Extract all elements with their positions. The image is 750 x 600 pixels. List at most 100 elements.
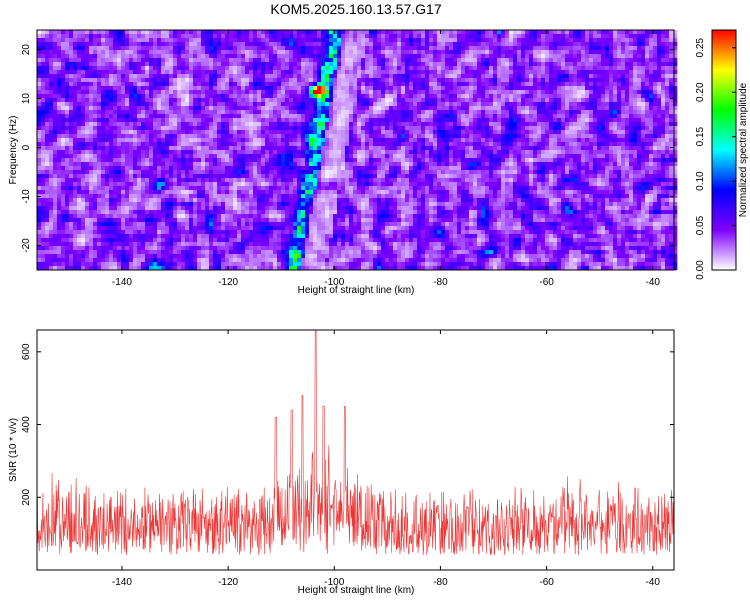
heatmap-cell xyxy=(513,30,518,35)
heatmap-cell xyxy=(253,42,258,47)
heatmap-cell xyxy=(473,94,478,99)
heatmap-cell xyxy=(117,134,122,139)
heatmap-cell xyxy=(213,150,218,155)
heatmap-cell xyxy=(629,102,634,107)
heatmap-cell xyxy=(89,138,94,143)
heatmap-cell xyxy=(233,66,238,71)
heatmap-cell xyxy=(189,74,194,79)
heatmap-cell xyxy=(617,34,622,39)
heatmap-cell xyxy=(453,94,458,99)
heatmap-cell xyxy=(581,78,586,83)
heatmap-cell xyxy=(253,98,258,103)
heatmap-cell xyxy=(513,118,518,123)
heatmap-cell xyxy=(241,66,246,71)
heatmap-cell xyxy=(349,94,354,99)
heatmap-cell xyxy=(325,30,330,35)
heatmap-cell xyxy=(517,134,522,139)
heatmap-cell xyxy=(517,70,522,75)
heatmap-cell xyxy=(153,62,158,67)
heatmap-cell xyxy=(381,150,386,155)
heatmap-cell xyxy=(213,74,218,79)
heatmap-cell xyxy=(433,126,438,131)
heatmap-cell xyxy=(205,78,210,83)
heatmap-cell xyxy=(513,130,518,135)
heatmap-cell xyxy=(45,46,50,51)
heatmap-cell xyxy=(297,138,302,143)
heatmap-cell xyxy=(553,150,558,155)
heatmap-cell xyxy=(37,86,42,91)
heatmap-cell xyxy=(465,50,470,55)
heatmap-cell xyxy=(37,54,42,59)
heatmap-cell xyxy=(409,46,414,51)
heatmap-cell xyxy=(477,90,482,95)
heatmap-cell xyxy=(493,114,498,119)
heatmap-cell xyxy=(357,78,362,83)
heatmap-cell xyxy=(109,142,114,147)
heatmap-cell xyxy=(265,54,270,59)
heatmap-cell xyxy=(105,130,110,135)
heatmap-cell xyxy=(349,130,354,135)
heatmap-cell xyxy=(85,82,90,87)
heatmap-cell xyxy=(189,38,194,43)
heatmap-cell xyxy=(353,30,358,35)
heatmap-cell xyxy=(557,134,562,139)
heatmap-cell xyxy=(133,118,138,123)
heatmap-cell xyxy=(245,142,250,147)
heatmap-cell xyxy=(641,50,646,55)
heatmap-cell xyxy=(537,118,542,123)
heatmap-cell xyxy=(381,130,386,135)
heatmap-cell xyxy=(453,122,458,127)
heatmap-cell xyxy=(225,114,230,119)
heatmap-cell xyxy=(105,94,110,99)
heatmap-cell xyxy=(421,118,426,123)
heatmap-cell xyxy=(285,98,290,103)
heatmap-cell xyxy=(201,66,206,71)
heatmap-cell xyxy=(377,58,382,63)
heatmap-cell xyxy=(329,54,334,59)
heatmap-cell xyxy=(73,62,78,67)
heatmap-cell xyxy=(269,74,274,79)
heatmap-cell xyxy=(285,126,290,131)
heatmap-cell xyxy=(185,118,190,123)
heatmap-cell xyxy=(297,30,302,35)
heatmap-cell xyxy=(329,86,334,91)
heatmap-cell xyxy=(657,110,662,115)
heatmap-cell xyxy=(333,122,338,127)
heatmap-cell xyxy=(113,30,118,35)
heatmap-cell xyxy=(453,110,458,115)
heatmap-cell xyxy=(281,30,286,35)
heatmap-cell xyxy=(61,78,66,83)
heatmap-cell xyxy=(153,42,158,47)
heatmap-cell xyxy=(601,134,606,139)
heatmap-cell xyxy=(337,114,342,119)
heatmap-cell xyxy=(621,94,626,99)
heatmap-cell xyxy=(593,38,598,43)
heatmap-cell xyxy=(517,58,522,63)
heatmap-cell xyxy=(409,130,414,135)
heatmap-cell xyxy=(645,134,650,139)
heatmap-cell xyxy=(117,58,122,63)
heatmap-cell xyxy=(385,150,390,155)
heatmap-cell xyxy=(493,142,498,147)
heatmap-cell xyxy=(301,134,306,139)
heatmap-cell xyxy=(421,66,426,71)
heatmap-cell xyxy=(561,54,566,59)
heatmap-cell xyxy=(193,66,198,71)
heatmap-cell xyxy=(49,130,54,135)
heatmap-cell xyxy=(557,38,562,43)
heatmap-cell xyxy=(629,130,634,135)
heatmap-cell xyxy=(137,134,142,139)
heatmap-cell xyxy=(609,134,614,139)
heatmap-cell xyxy=(229,74,234,79)
heatmap-cell xyxy=(233,106,238,111)
heatmap-cell xyxy=(517,74,522,79)
heatmap-cell xyxy=(641,70,646,75)
heatmap-cell xyxy=(197,70,202,75)
heatmap-cell xyxy=(665,94,670,99)
heatmap-cell xyxy=(533,118,538,123)
heatmap-cell xyxy=(61,90,66,95)
heatmap-cell xyxy=(69,146,74,151)
heatmap-cell xyxy=(189,58,194,63)
heatmap-cell xyxy=(629,94,634,99)
